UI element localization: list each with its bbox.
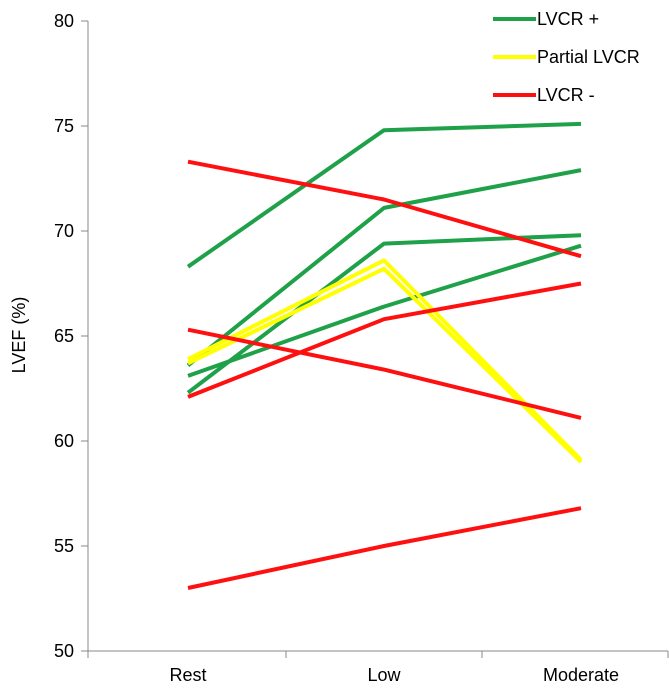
series-line <box>187 258 583 462</box>
legend-label: LVCR - <box>537 85 595 105</box>
x-tick-label: Moderate <box>543 665 619 685</box>
series-layer <box>186 121 583 590</box>
series-line <box>187 266 583 464</box>
y-tick-label: 70 <box>54 221 74 241</box>
series-line <box>187 159 582 259</box>
series-line <box>187 243 582 378</box>
x-tick-label: Low <box>367 665 401 685</box>
legend-label: Partial LVCR <box>537 47 640 67</box>
series-line <box>187 327 582 420</box>
series-line <box>187 506 582 590</box>
legend: LVCR + Partial LVCR LVCR - <box>493 9 640 105</box>
y-tick-label: 80 <box>54 11 74 31</box>
legend-label: LVCR + <box>537 9 599 29</box>
series-line <box>186 168 582 367</box>
x-tick-label: Rest <box>169 665 206 685</box>
y-tick-label: 55 <box>54 536 74 556</box>
y-tick-label: 65 <box>54 326 74 346</box>
series-line <box>186 121 582 269</box>
y-tick-label: 75 <box>54 116 74 136</box>
y-tick-label: 60 <box>54 431 74 451</box>
series-line <box>187 281 582 399</box>
axes: 50 55 60 65 70 75 80 Rest Low Moderate <box>54 11 669 685</box>
y-tick-label: 50 <box>54 641 74 661</box>
y-axis-label: LVEF (%) <box>9 297 29 374</box>
